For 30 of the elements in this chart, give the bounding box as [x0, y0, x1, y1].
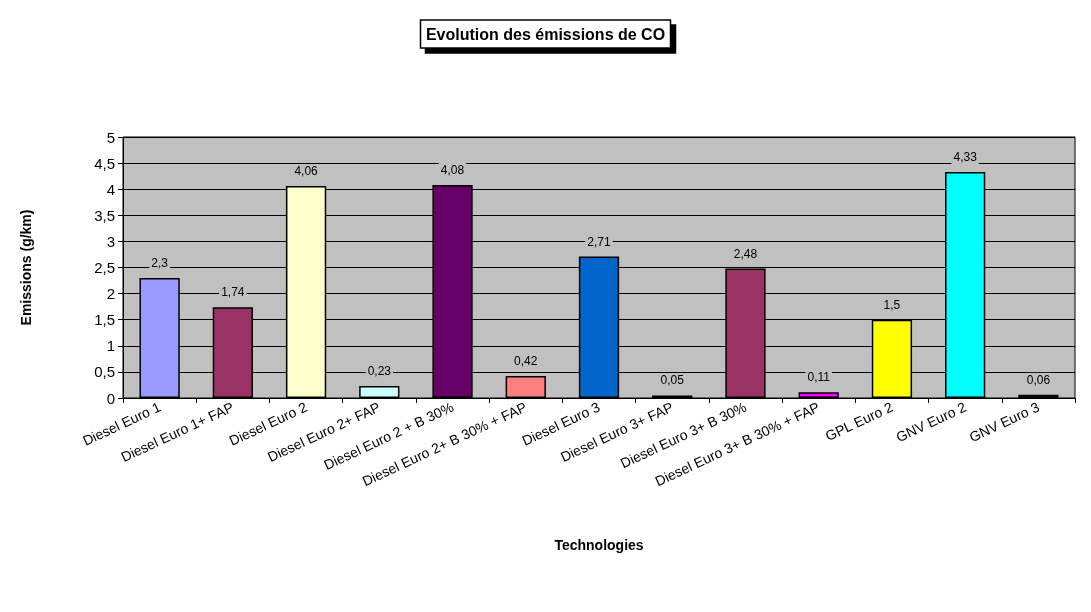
data-label: 0,23: [367, 363, 392, 378]
data-label: 0,05: [660, 373, 685, 388]
x-axis-title: Technologies: [554, 537, 644, 553]
y-tick-label: 0,5: [94, 363, 115, 381]
y-tick-label: 1,5: [94, 311, 115, 329]
y-tick-label: 5: [106, 128, 115, 146]
data-label: 0,11: [807, 370, 831, 385]
x-tick-label: GPL Euro 2: [822, 398, 896, 444]
data-label: 4,33: [953, 149, 978, 164]
data-label: 0,42: [514, 354, 538, 369]
x-tick-label: GNV Euro 3: [966, 398, 1042, 446]
y-tick-label: 2: [106, 285, 115, 303]
data-label: 0,06: [1026, 372, 1051, 387]
data-label: 1,74: [221, 285, 245, 300]
data-label: 4,08: [440, 163, 465, 178]
y-tick-label: 4,5: [94, 154, 115, 172]
data-label: 4,06: [294, 164, 319, 179]
y-tick-label: 4: [106, 180, 115, 198]
y-tick-label: 3,5: [94, 206, 115, 224]
data-label: 2,48: [733, 246, 758, 261]
x-tick-label: GNV Euro 2: [893, 398, 969, 446]
y-tick-label: 2,5: [94, 259, 115, 276]
y-tick-label: 1: [106, 337, 115, 355]
y-tick-label: 0: [106, 389, 115, 407]
data-label: 1,5: [883, 297, 901, 312]
data-label: 2,3: [151, 255, 169, 270]
y-tick-label: 3: [106, 232, 115, 250]
y-axis-title: Emissions (g/km): [18, 209, 34, 326]
data-label: 2,71: [587, 234, 611, 249]
chart-title: Evolution des émissions de CO: [425, 25, 666, 43]
